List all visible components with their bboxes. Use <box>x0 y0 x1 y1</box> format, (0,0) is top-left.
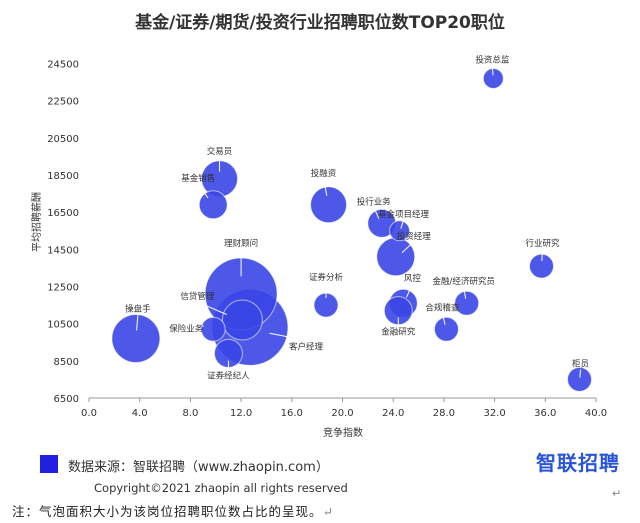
return-mark-icon: ↵ <box>612 487 622 500</box>
x-tick-label: 16.0 <box>281 408 303 419</box>
bubble-leader-line <box>136 314 139 331</box>
bubble-label: 投行业务 <box>357 196 392 207</box>
bubble-label: 行业研究 <box>525 238 560 249</box>
bubble-leader-line <box>197 183 209 199</box>
x-tick-label: 40.0 <box>585 408 607 419</box>
zhaopin-logo: 智联招聘 <box>536 451 620 475</box>
legend-swatch <box>40 455 58 473</box>
bubble-label: 基金销售 <box>181 173 215 184</box>
bubble-label: 理财顾问 <box>224 238 258 249</box>
chart-axes: 0.0 4.0 8.0 12.0 16.0 20.0 24.0 28.0 32.0 36.0 40.… <box>47 60 607 419</box>
copyright-text: Copyright©2021 zhaopin all rights reserv… <box>94 481 348 495</box>
bubble-point <box>567 366 593 392</box>
bubble-point <box>433 316 459 342</box>
bubble-label: 证券分析 <box>309 272 344 283</box>
bubble-leader-line <box>541 249 543 262</box>
bubble-leader-line <box>400 219 405 229</box>
bubble-label: 基金项目经理 <box>378 209 430 220</box>
bubble-point <box>389 220 411 242</box>
y-tick-label: 10500 <box>47 320 79 331</box>
y-tick-label: 24500 <box>47 60 79 71</box>
x-tick-label: 8.0 <box>182 408 198 419</box>
bubble-label: 投资经理 <box>397 231 432 242</box>
bubble-leader-line <box>197 301 227 315</box>
y-tick-label: 22500 <box>47 97 79 108</box>
bubble-leader-line <box>406 284 413 298</box>
footnote-text: 注：气泡面积大小为该岗位招聘职位数占比的呈现。 <box>12 504 323 519</box>
bubble-label: 金融/经济研究员 <box>433 276 495 287</box>
bubble-layer <box>111 67 593 392</box>
footer-legend-row: 数据来源：智联招聘（www.zhaopin.com） 智联招聘 <box>40 451 620 477</box>
x-tick-label: 0.0 <box>81 408 97 419</box>
return-mark-icon: ↵ <box>322 504 334 519</box>
bubble-leader-line <box>269 332 307 341</box>
bubble-point <box>454 290 480 316</box>
bubble-label: 交易员 <box>207 146 233 157</box>
y-tick-label: 18500 <box>47 171 79 182</box>
x-tick-label: 28.0 <box>433 408 455 419</box>
x-tick-label: 36.0 <box>534 408 556 419</box>
bubble-label: 合规稽查 <box>425 302 460 313</box>
bubble-leader-line <box>441 313 446 325</box>
bubble-leader-line <box>373 207 380 220</box>
y-tick-label: 12500 <box>47 283 79 294</box>
x-tick-label: 20.0 <box>331 408 353 419</box>
bubble-point <box>528 253 554 279</box>
footnote: 注：气泡面积大小为该岗位招聘职位数占比的呈现。↵ <box>12 501 334 520</box>
bubble-label: 保险业务 <box>169 323 204 334</box>
y-tick-label: 8500 <box>54 357 79 368</box>
x-tick-label: 24.0 <box>382 408 404 419</box>
bubble-point <box>310 186 348 224</box>
y-tick-label: 16500 <box>47 208 79 219</box>
bubble-label: 投资总监 <box>475 54 510 65</box>
bubble-leader-line <box>579 369 582 378</box>
bubble-label: 柜员 <box>572 358 589 369</box>
x-tick-label: 4.0 <box>132 408 148 419</box>
bubble-label: 金融研究 <box>381 327 416 338</box>
bubble-point <box>111 314 161 364</box>
y-tick-label: 20500 <box>47 134 79 145</box>
y-tick-label: 6500 <box>54 394 79 405</box>
bubble-label: 操盘手 <box>125 304 151 315</box>
bubble-label: 投融资 <box>311 168 337 179</box>
bubble-leader-line <box>186 321 204 327</box>
bubble-point <box>221 299 263 341</box>
bubble-leader-line <box>401 241 415 254</box>
y-tick-label: 14500 <box>47 245 79 256</box>
bubble-point <box>376 237 416 277</box>
y-axis-label: 平均招聘薪酬 <box>30 192 43 252</box>
bubble-leader-line <box>491 65 494 76</box>
bubble-point <box>482 67 504 89</box>
bubble-label: 证券经纪人 <box>207 370 250 381</box>
x-axis-label: 竞争指数 <box>323 426 363 439</box>
chart-title: 基金/证券/期货/投资行业招聘职位数TOP20职位 <box>134 12 505 33</box>
bubble-chart: 基金/证券/期货/投资行业招聘职位数TOP20职位 0.0 4.0 8.0 12.0 1… <box>30 12 607 439</box>
x-tick-label: 12.0 <box>230 408 252 419</box>
bubble-label: 风控 <box>404 273 422 284</box>
bubble-leader-line <box>323 178 328 196</box>
x-tick-label: 32.0 <box>483 408 505 419</box>
bubble-leader-line <box>463 287 467 299</box>
bubble-label: 信贷管理 <box>180 291 215 302</box>
bubble-point <box>198 190 228 220</box>
bubble-label: 客户经理 <box>289 341 324 352</box>
bubble-point <box>200 316 226 342</box>
data-source-legend: 数据来源：智联招聘（www.zhaopin.com） <box>68 460 329 475</box>
